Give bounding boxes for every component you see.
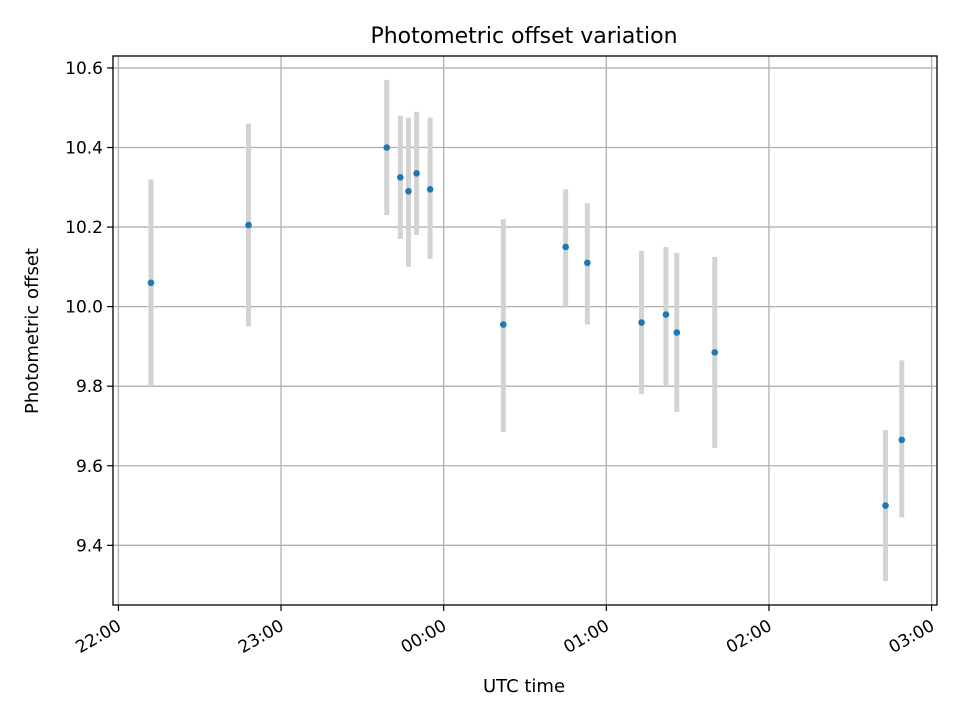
data-point — [882, 502, 889, 509]
data-point — [562, 243, 569, 251]
x-axis-ticks: 22:00 23:00 00:00 01:00 02:00 03:00 — [72, 605, 938, 658]
x-tick-label: 00:00 — [398, 616, 450, 658]
data-point — [245, 221, 252, 229]
y-tick-label: 9.8 — [76, 377, 103, 397]
data-point — [673, 329, 681, 336]
data-point — [638, 319, 645, 326]
x-tick-label: 02:00 — [723, 616, 775, 658]
y-tick-label: 9.4 — [76, 536, 103, 556]
chart-title: Photometric offset variation — [370, 24, 677, 49]
error-bars — [148, 79, 905, 582]
x-tick-label: 01:00 — [560, 616, 612, 658]
y-tick-label: 10.2 — [65, 218, 103, 238]
data-point — [711, 349, 719, 356]
y-axis-ticks: 9.4 9.6 9.8 10.0 10.2 10.4 10.6 — [65, 59, 113, 556]
data-point — [426, 185, 434, 193]
data-point — [397, 174, 404, 181]
data-point — [898, 436, 906, 444]
data-point — [383, 144, 391, 151]
y-tick-label: 10.4 — [65, 139, 103, 159]
data-point — [662, 311, 670, 318]
y-tick-label: 9.6 — [76, 457, 103, 477]
data-point — [584, 259, 591, 267]
data-points — [147, 144, 906, 509]
x-tick-label: 22:00 — [72, 616, 124, 658]
data-point — [147, 279, 155, 287]
plot-frame — [112, 55, 938, 606]
y-tick-label: 10.6 — [65, 59, 103, 79]
x-axis-label: UTC time — [483, 676, 565, 697]
data-point — [405, 187, 412, 195]
y-axis-label: Photometric offset — [22, 248, 43, 414]
grid-lines — [113, 56, 937, 605]
data-point — [500, 321, 507, 328]
x-tick-label: 23:00 — [235, 616, 287, 658]
data-point — [413, 170, 420, 177]
x-tick-label: 03:00 — [886, 616, 938, 658]
y-tick-label: 10.0 — [65, 298, 103, 318]
